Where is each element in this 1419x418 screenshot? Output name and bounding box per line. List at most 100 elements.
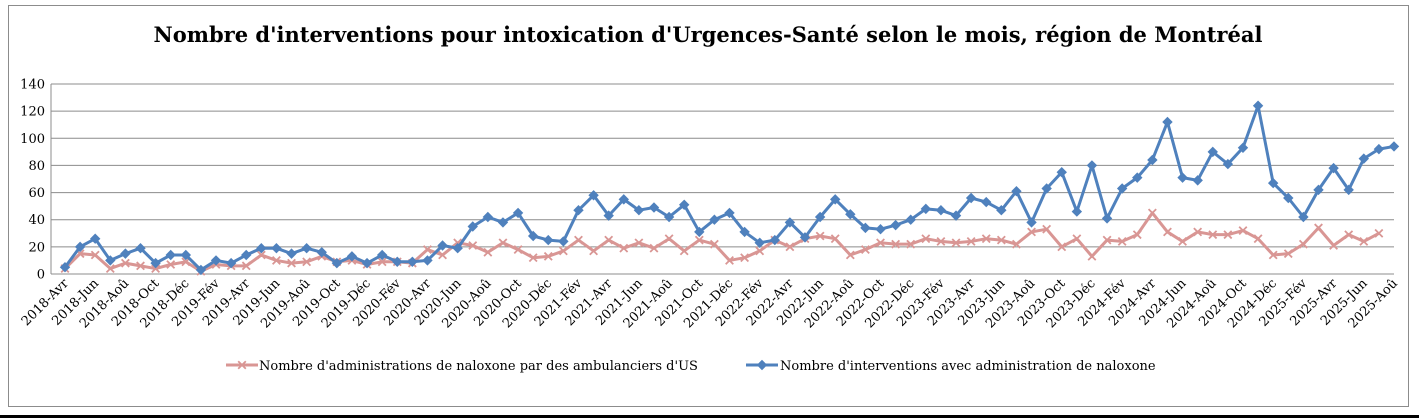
series-1 [59,100,1400,276]
data-point [694,235,704,245]
data-point [241,261,251,271]
data-point [633,205,645,216]
data-point [89,233,101,244]
legend-entry-naloxone-administrations: Nombre d'administrations de naloxone par… [226,359,698,374]
data-point [619,243,629,253]
data-point [1057,242,1067,252]
data-point [180,249,192,261]
data-point [1223,230,1233,240]
data-point [1374,228,1384,238]
data-point [135,243,146,254]
data-point [1268,250,1278,260]
data-point [558,246,568,256]
data-point [996,205,1007,216]
data-point [845,209,856,220]
data-point [1162,116,1173,128]
data-point [1283,249,1293,259]
data-point [996,235,1006,245]
data-point [1027,227,1036,237]
data-point [936,236,946,246]
data-point [1359,236,1369,246]
data-point [1237,142,1249,153]
data-point [136,261,145,271]
data-point [814,211,826,223]
data-point [1314,223,1323,233]
data-point [438,250,447,260]
data-point [1086,160,1098,171]
data-point [543,234,554,246]
gridlines [50,83,1394,275]
data-point [845,250,855,260]
legend-swatch-marker [756,359,768,371]
data-point [875,224,886,235]
data-point [739,226,750,238]
data-point [483,247,493,257]
data-point [1163,227,1172,237]
y-tick-label: 0 [37,268,45,283]
data-point [1267,177,1279,189]
data-point [287,258,296,268]
data-point [920,203,932,215]
data-point [120,258,130,268]
data-point [1208,230,1218,240]
data-point [663,211,675,223]
chart-frame [8,5,1409,407]
data-point [573,205,584,216]
data-point [452,243,463,254]
data-point [1026,217,1037,228]
data-point [574,235,583,245]
data-point [286,248,297,259]
chart-title: Nombre d'interventions pour intoxication… [154,22,1263,47]
data-point [1132,230,1142,240]
data-point [1116,183,1128,194]
data-point [165,249,176,261]
data-point [1056,167,1067,178]
data-point [604,235,614,245]
legend-label-naloxone-administrations: Nombre d'administrations de naloxone par… [259,359,698,374]
y-tick-label: 60 [28,186,45,201]
data-point [195,264,207,276]
data-point [1373,143,1385,155]
data-point [799,232,811,243]
data-point [664,234,674,244]
data-point [1102,235,1112,245]
data-point [1344,230,1354,240]
data-point [1012,239,1021,249]
data-point [754,237,765,248]
series-line [63,211,1380,273]
y-tick-label: 100 [20,132,45,147]
data-point [755,246,765,256]
data-point [1041,183,1052,194]
data-point [105,255,116,266]
data-point [1193,227,1203,237]
data-point [271,243,282,254]
data-point [603,210,614,221]
data-point [1117,236,1127,246]
data-point [225,257,237,269]
data-point [935,205,947,216]
data-point [709,214,720,225]
data-point [1192,175,1203,186]
data-point [951,238,961,248]
data-point [965,192,977,204]
y-axis-ticks: 0 20 40 60 80 100 120 140 [20,78,45,283]
data-point [528,253,538,263]
data-point [1087,251,1097,261]
legend: Nombre d'administrations de naloxone par… [226,359,1156,374]
data-point [589,246,599,256]
data-point [256,250,266,260]
data-point [618,194,629,205]
data-point [1071,206,1083,217]
data-point [1072,234,1082,244]
data-point [392,256,403,267]
data-point [558,236,569,247]
data-point [150,257,161,269]
y-tick-label: 120 [20,105,45,120]
data-point [966,236,976,246]
data-point [1283,192,1294,204]
data-point [678,199,690,210]
y-tick-label: 80 [28,159,45,174]
y-tick-label: 140 [20,78,45,93]
data-point [785,242,795,252]
